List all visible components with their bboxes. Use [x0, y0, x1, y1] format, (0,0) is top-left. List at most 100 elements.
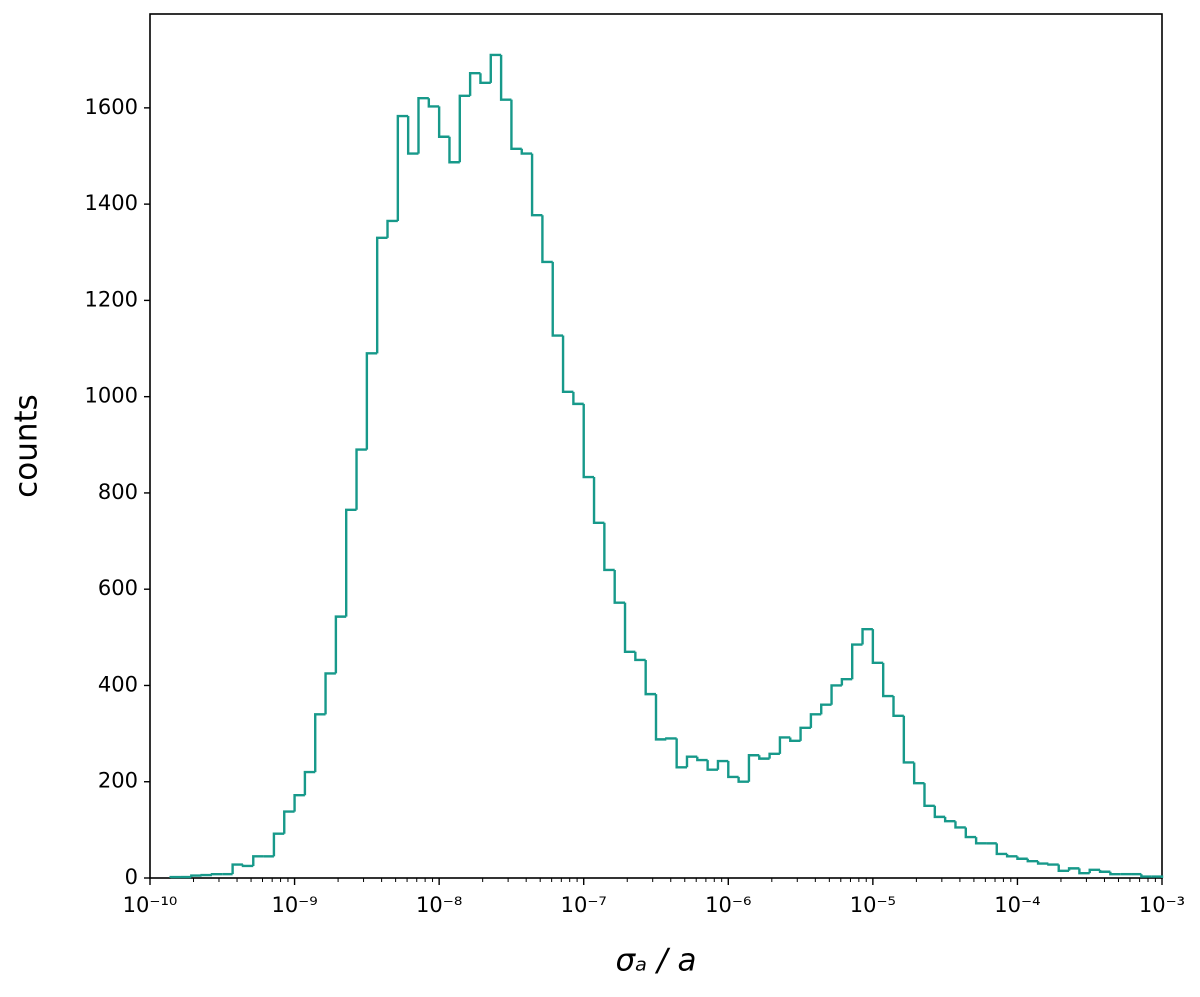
histogram-step	[943, 816, 956, 823]
histogram-step	[696, 756, 708, 762]
y-tick-label: 1600	[85, 95, 138, 119]
histogram-step	[974, 837, 987, 845]
histogram-step	[427, 98, 440, 108]
y-tick-label: 1200	[85, 287, 138, 311]
histogram-step	[840, 678, 853, 686]
histogram-step	[231, 863, 243, 875]
x-tick-label: 10⁻⁵	[850, 893, 896, 917]
y-tick-label: 800	[98, 480, 138, 504]
histogram-step	[789, 737, 801, 743]
y-tick-label: 200	[98, 769, 138, 793]
histogram-step	[520, 148, 533, 155]
x-tick-label: 10⁻³	[1139, 893, 1185, 917]
histogram-step	[355, 448, 367, 510]
histogram-step	[241, 864, 254, 868]
histogram-step	[190, 874, 202, 878]
histogram-step	[437, 106, 450, 138]
plot-frame	[149, 13, 1163, 879]
histogram-step	[1140, 874, 1152, 878]
histogram-step	[1047, 863, 1059, 866]
histogram-step	[324, 672, 336, 715]
histogram-step	[375, 236, 388, 354]
histogram-step	[499, 54, 512, 101]
histogram-step	[902, 715, 915, 764]
histogram-step	[881, 662, 894, 698]
histogram-step	[406, 116, 419, 155]
histogram-step	[820, 703, 832, 715]
histogram-step	[737, 776, 749, 783]
histogram-step	[954, 821, 966, 829]
histogram-step	[861, 627, 873, 645]
histogram-step	[727, 761, 739, 779]
histogram-step	[210, 872, 223, 876]
histogram-step	[912, 762, 925, 785]
histogram-step	[830, 684, 842, 705]
histogram-step	[768, 752, 780, 759]
histogram-step	[365, 352, 378, 450]
x-tick-label: 10⁻⁹	[271, 893, 317, 917]
histogram-step	[654, 694, 667, 741]
histogram-step	[417, 97, 429, 154]
histogram-step	[995, 843, 1008, 856]
histogram-step	[1078, 868, 1090, 875]
x-tick-label: 10⁻⁴	[994, 893, 1040, 917]
histogram-step	[747, 754, 760, 782]
histogram-step	[169, 875, 181, 879]
histogram-step	[675, 738, 687, 769]
histogram-step	[448, 136, 460, 164]
histogram-step	[252, 855, 264, 866]
histogram-step	[1016, 856, 1028, 860]
histogram-step	[613, 569, 626, 604]
y-tick-label: 600	[98, 576, 138, 600]
histogram-step	[799, 726, 811, 741]
histogram-step	[933, 805, 946, 819]
histogram-step	[923, 783, 935, 807]
histogram-step	[334, 615, 347, 674]
histogram-step	[1088, 868, 1101, 874]
histogram-step	[510, 99, 522, 150]
histogram-step	[623, 602, 636, 653]
histogram-step	[685, 755, 698, 768]
histogram-step	[314, 713, 326, 773]
histogram-step	[1109, 871, 1121, 876]
histogram-step	[634, 651, 646, 662]
x-tick-label: 10⁻⁸	[416, 893, 462, 917]
histogram-step	[541, 215, 553, 264]
histogram-step	[1036, 861, 1049, 865]
y-axis-label: counts	[9, 394, 45, 498]
histogram-step	[964, 827, 977, 839]
histogram-step	[644, 659, 656, 696]
histogram-step	[293, 794, 305, 812]
x-axis-label: σₐ / a	[616, 943, 697, 979]
histogram-step	[809, 713, 822, 728]
histogram-step	[551, 261, 564, 337]
histogram-step	[479, 73, 491, 85]
histogram-step	[345, 508, 357, 617]
histogram-step	[851, 643, 863, 680]
histogram-step	[603, 522, 615, 572]
histogram-step	[1005, 853, 1018, 858]
histogram-step	[272, 832, 285, 857]
histogram-step	[871, 629, 884, 665]
histogram-step	[1057, 864, 1070, 872]
histogram-step	[572, 391, 584, 406]
histogram-step	[582, 403, 595, 479]
histogram-step	[592, 477, 605, 524]
histogram-step	[386, 219, 398, 238]
histogram-step	[1151, 875, 1164, 878]
x-tick-label: 10⁻¹⁰	[123, 893, 178, 917]
y-tick-label: 1400	[85, 191, 138, 215]
histogram-step	[892, 696, 904, 717]
histogram-step	[303, 770, 316, 796]
y-tick-label: 0	[125, 865, 138, 889]
histogram-step	[458, 94, 471, 163]
histogram-step	[530, 153, 543, 217]
histogram-step	[706, 760, 718, 771]
y-tick-label: 400	[98, 672, 138, 696]
histogram-step	[283, 810, 295, 834]
histogram-step	[758, 755, 770, 760]
x-tick-label: 10⁻⁶	[705, 893, 751, 917]
x-tick-label: 10⁻⁷	[561, 893, 607, 917]
histogram-step	[468, 72, 481, 96]
